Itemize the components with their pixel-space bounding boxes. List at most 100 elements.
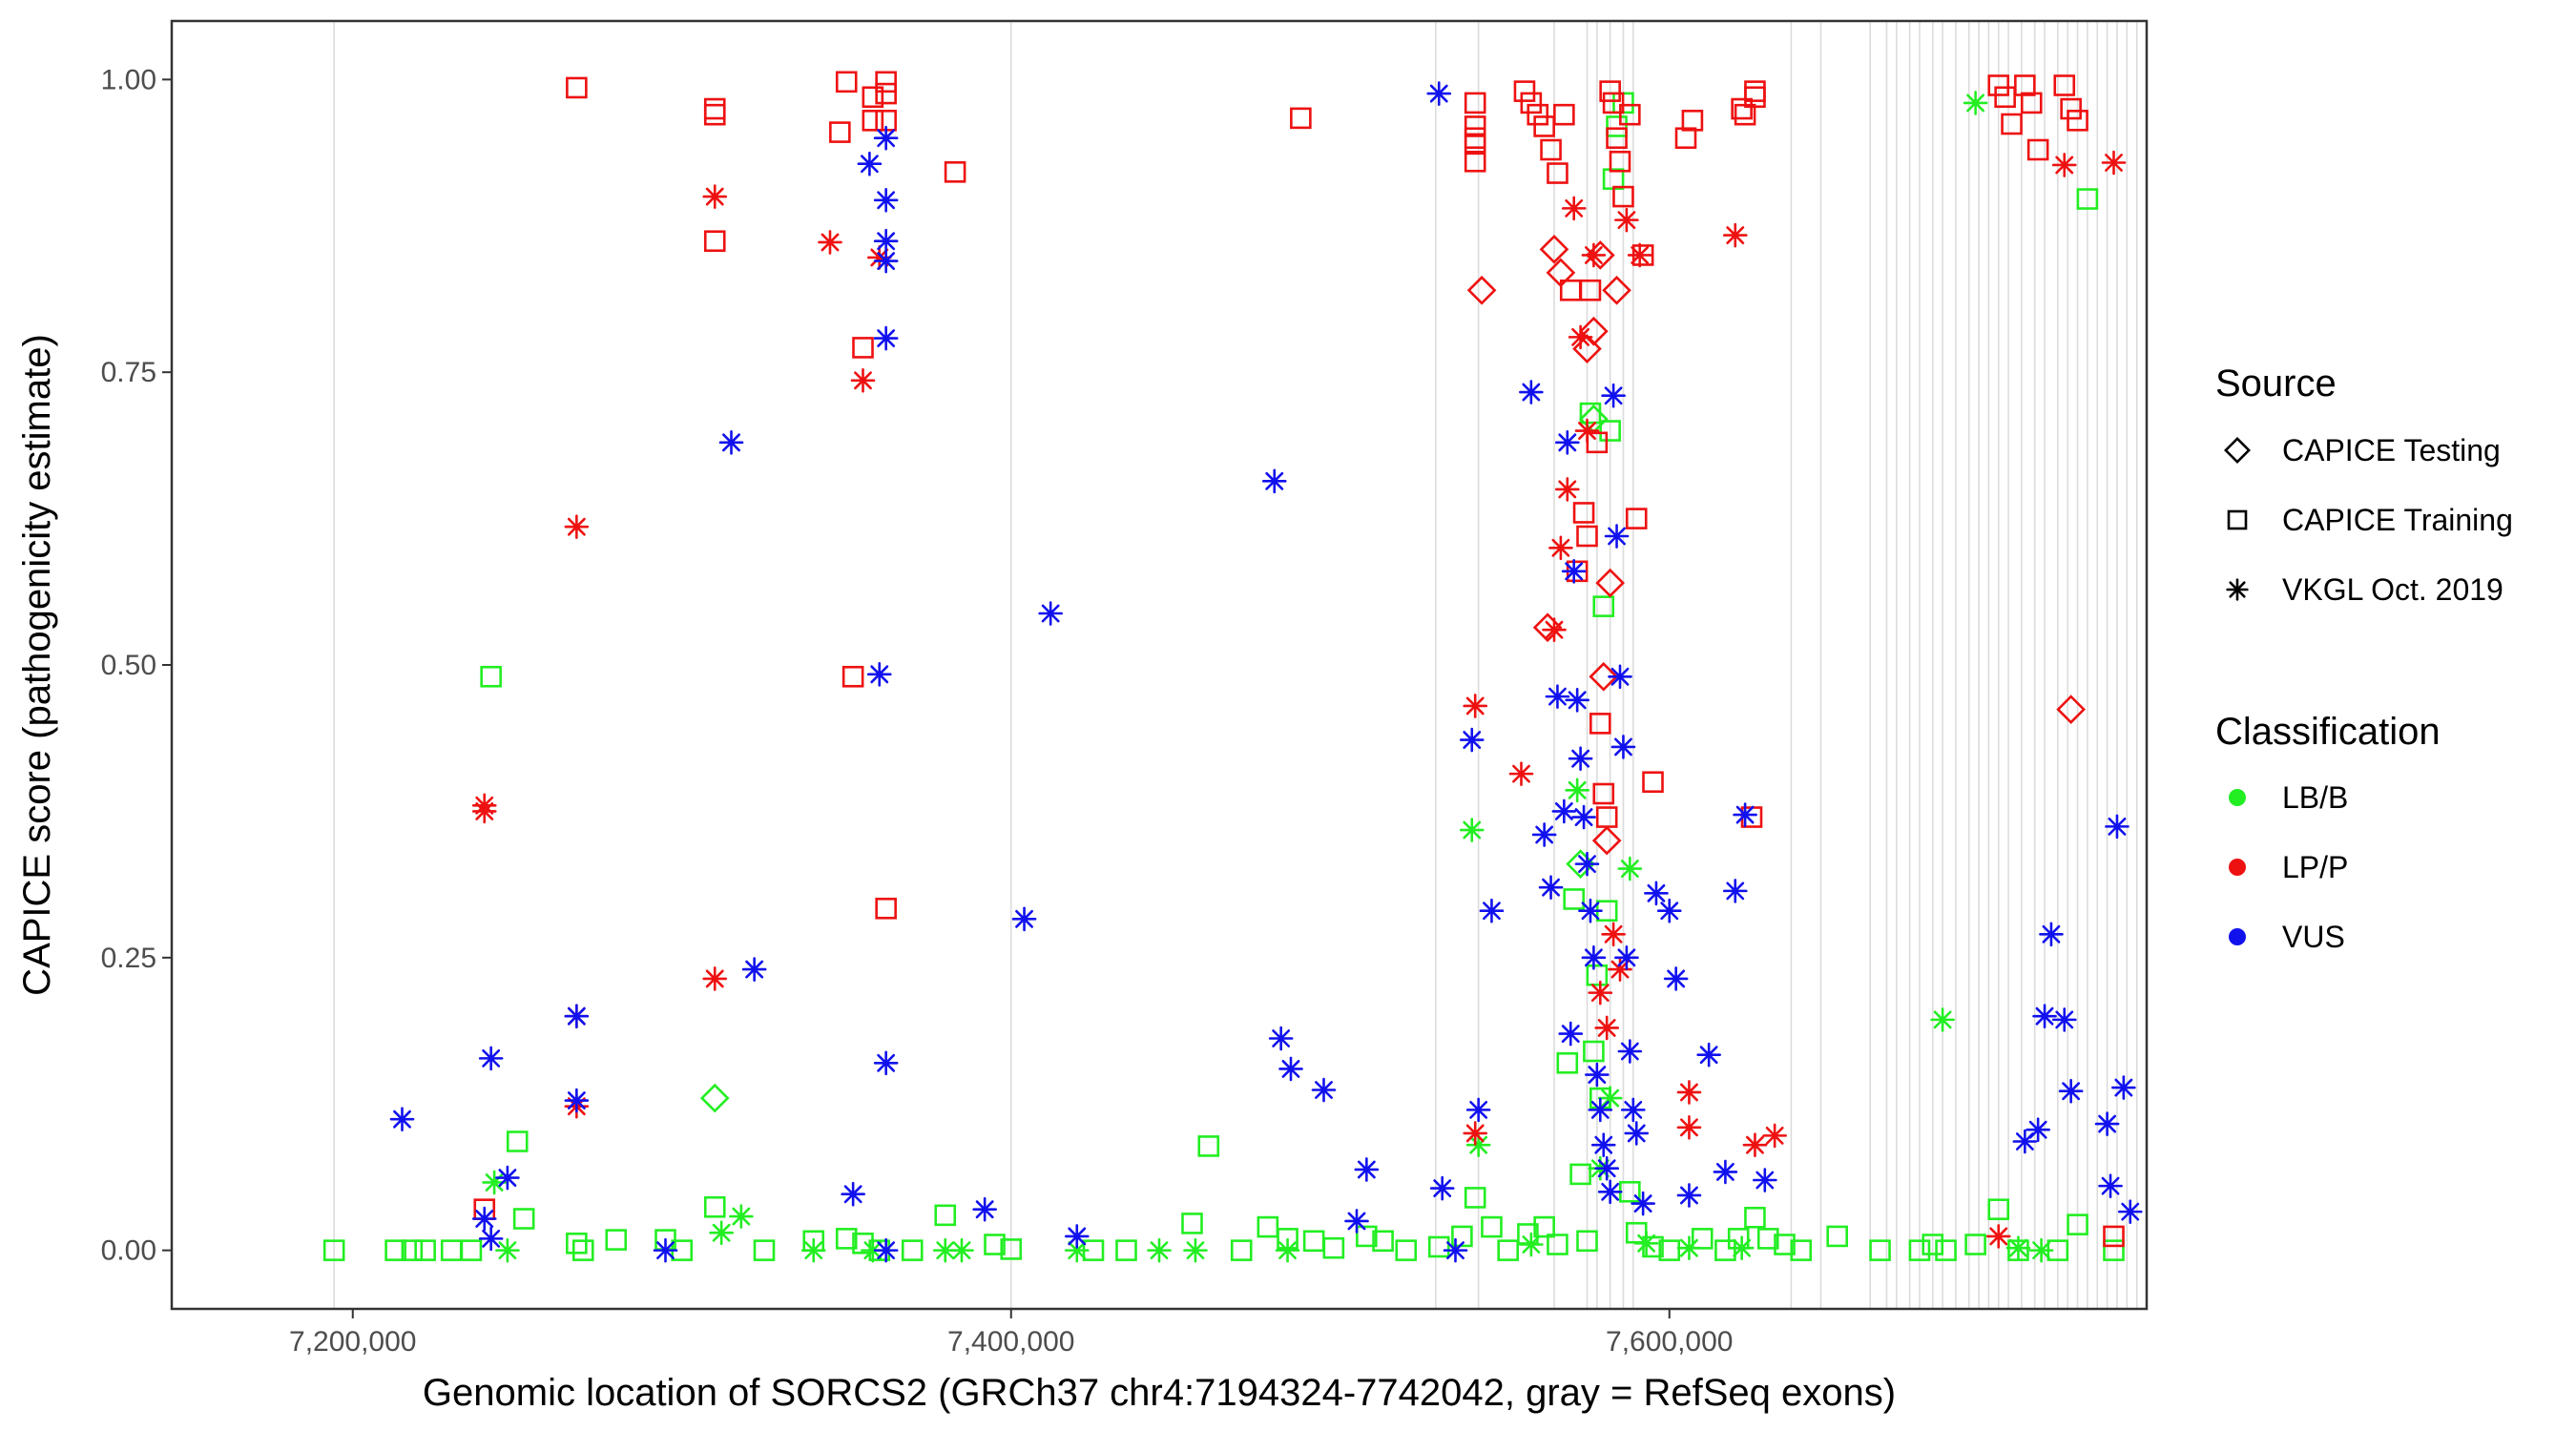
legend-source-key-square (2227, 509, 2248, 530)
point-vus-asterisk (495, 1165, 520, 1191)
point-vus-asterisk (2025, 1117, 2050, 1143)
point-vus-asterisk (1268, 1026, 1294, 1051)
point-lp-p-square (1513, 80, 1536, 102)
point-lp-p-square (2014, 74, 2036, 96)
point-vus-asterisk (653, 1237, 678, 1263)
point-lp-p-asterisk (1561, 196, 1587, 221)
point-lp-p-asterisk (1588, 980, 1613, 1006)
legend-class-label: LB/B (2282, 780, 2348, 815)
point-vus-asterisk (1558, 1021, 1584, 1047)
point-lb-b-asterisk (1519, 1232, 1544, 1257)
point-lb-b-square (984, 1234, 1006, 1255)
point-vus-asterisk (2039, 922, 2064, 947)
point-lp-p-diamond (1466, 275, 1497, 305)
point-lp-p-square (1553, 103, 1575, 126)
point-lp-p-asterisk (1762, 1123, 1787, 1149)
point-lp-p-asterisk (1676, 1080, 1702, 1105)
point-lp-p-square (875, 71, 897, 93)
point-lb-b-asterisk (1963, 91, 1988, 115)
point-vus-asterisk (1696, 1042, 1721, 1068)
point-lp-p-asterisk (1601, 922, 1626, 947)
point-vus-asterisk (564, 1088, 590, 1113)
point-lp-p-asterisk (1574, 418, 1600, 444)
point-vus-asterisk (1644, 881, 1669, 906)
point-lb-b-asterisk (709, 1220, 734, 1246)
point-lp-p-diamond (1539, 234, 1569, 264)
point-vus-asterisk (1676, 1183, 1702, 1208)
axes: 0.00 0.25 0.50 0.75 1.00 7,200,000 7,400,000 7,… (101, 64, 1734, 1358)
point-lb-b-square (480, 665, 502, 688)
point-lp-p-asterisk (1742, 1132, 1768, 1157)
point-vus-asterisk (1311, 1077, 1337, 1103)
point-lb-b-square (1599, 420, 1621, 442)
point-vus-asterisk (1571, 804, 1596, 830)
point-lp-p-asterisk (1555, 477, 1580, 502)
x-axis-title: Genomic location of SORCS2 (GRCh37 chr4:… (423, 1372, 1896, 1414)
point-vus-asterisk (2012, 1129, 2038, 1154)
point-lb-b-asterisk (1147, 1237, 1172, 1263)
point-lp-p-square (1464, 92, 1486, 114)
point-lp-p-square (1609, 150, 1631, 173)
point-lb-b-square (1714, 1239, 1736, 1261)
point-vus-asterisk (873, 187, 899, 213)
point-vus-asterisk (857, 151, 883, 176)
point-lb-b-asterisk (2028, 1237, 2054, 1263)
point-vus-asterisk (1722, 879, 1748, 903)
point-lb-b-square (1935, 1239, 1957, 1261)
point-vus-asterisk (1574, 851, 1600, 877)
point-lb-b-asterisk (2005, 1235, 2031, 1260)
point-vus-asterisk (1064, 1224, 1090, 1249)
point-vus-asterisk (2111, 1075, 2136, 1100)
point-vus-asterisk (1038, 601, 1063, 626)
point-lp-p-square (841, 665, 864, 688)
point-vus-asterisk (1585, 1062, 1610, 1088)
point-vus-asterisk (718, 430, 744, 455)
point-lp-p-square (862, 110, 884, 132)
point-vus-asterisk (873, 125, 899, 151)
point-vus-asterisk (1663, 966, 1689, 991)
point-lp-p-square (1642, 771, 1664, 794)
point-vus-asterisk (1621, 1097, 1646, 1123)
point-lp-p-square (566, 76, 588, 99)
x-tick-label: 7,600,000 (1606, 1326, 1733, 1358)
point-lp-p-asterisk (818, 230, 842, 255)
point-lp-p-asterisk (1594, 1015, 1619, 1041)
point-lb-b-square (2067, 1213, 2088, 1235)
point-lp-p-asterisk (471, 798, 497, 824)
exon-lines (333, 21, 2138, 1309)
legend-source-title: Source (2215, 363, 2337, 404)
point-lb-b-square (460, 1239, 483, 1261)
point-vus-asterisk (2098, 1173, 2123, 1198)
point-lb-b-square (322, 1239, 345, 1261)
point-lp-p-square (875, 897, 897, 920)
point-lp-p-square (835, 71, 858, 93)
point-vus-asterisk (1597, 1179, 1623, 1205)
point-lb-b-square (835, 1228, 858, 1250)
point-vus-asterisk (1656, 898, 1682, 923)
point-lp-p-square (1987, 74, 2010, 96)
point-vus-asterisk (1604, 524, 1630, 549)
point-lp-p-asterisk (1676, 1114, 1702, 1140)
point-lb-b-square (1000, 1238, 1023, 1260)
point-lb-b-square (1533, 1215, 1555, 1238)
point-lp-p-square (2026, 138, 2049, 161)
point-vus-asterisk (1581, 945, 1607, 970)
point-lb-b-asterisk (949, 1237, 974, 1263)
point-lp-p-square (1674, 127, 1697, 150)
point-vus-asterisk (1578, 898, 1603, 923)
point-vus-asterisk (471, 1206, 497, 1232)
point-lb-b-asterisk (800, 1237, 826, 1263)
point-lb-b-square (1790, 1239, 1813, 1261)
legend-class-label: LP/P (2282, 850, 2348, 884)
point-lb-b-square (1115, 1239, 1137, 1261)
point-lb-b-square (934, 1204, 957, 1227)
point-vus-asterisk (1538, 875, 1564, 900)
point-lb-b-square (414, 1239, 436, 1261)
point-lp-p-diamond (1595, 568, 1625, 598)
point-lp-p-diamond (1572, 334, 1602, 363)
point-lp-p-square (1681, 110, 1704, 132)
point-lb-b-asterisk (1459, 818, 1485, 842)
point-vus-asterisk (1465, 1097, 1491, 1123)
legend-class-key (2229, 789, 2246, 806)
